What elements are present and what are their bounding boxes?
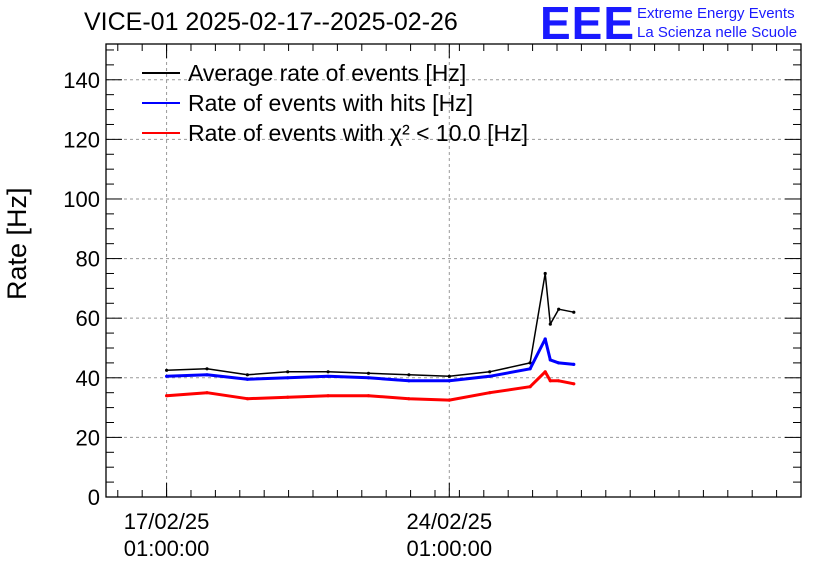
y-tick-label: 120 — [63, 127, 100, 152]
legend-label-average: Average rate of events [Hz] — [188, 59, 467, 86]
series-2-point — [488, 374, 492, 378]
series-3-point — [557, 379, 561, 383]
tick-labels: 02040608010012014017/02/2501:00:0024/02/… — [63, 68, 492, 561]
series-2-point — [548, 358, 552, 362]
series-1-point — [326, 370, 330, 374]
x-tick-label-date: 24/02/25 — [406, 509, 492, 534]
series-2-point — [205, 373, 209, 377]
logo-line-1: Extreme Energy Events — [637, 5, 795, 22]
legend-label-chi2: Rate of events with χ² < 10.0 [Hz] — [188, 119, 528, 146]
series-1-point — [528, 361, 532, 365]
legend-swatch-hits — [142, 102, 180, 104]
series-3-point — [572, 382, 576, 386]
legend-swatch-chi2 — [142, 132, 180, 134]
y-tick-label: 40 — [76, 366, 100, 391]
y-tick-label: 60 — [76, 306, 100, 331]
y-tick-label: 140 — [63, 68, 100, 93]
series-1-point — [572, 310, 576, 314]
y-tick-label: 100 — [63, 187, 100, 212]
series-2-point — [165, 374, 169, 378]
x-tick-label-date: 17/02/25 — [124, 509, 210, 534]
series-3-point — [245, 397, 249, 401]
series-1-point — [557, 307, 561, 311]
series-3-point — [488, 391, 492, 395]
x-tick-label-time: 01:00:00 — [406, 536, 492, 561]
legend-item-hits: Rate of events with hits [Hz] — [142, 88, 528, 118]
series-2-point — [557, 361, 561, 365]
eee-logo: EEE — [540, 0, 636, 49]
legend-swatch-average — [142, 72, 180, 74]
series-line-1 — [166, 272, 574, 378]
legend-label-hits: Rate of events with hits [Hz] — [188, 89, 474, 116]
logo-caption: Extreme Energy Events La Scienza nelle S… — [637, 4, 797, 42]
series-1-point — [543, 271, 547, 276]
x-tick-label-time: 01:00:00 — [124, 536, 210, 561]
series-1-point — [205, 367, 209, 371]
legend-item-chi2: Rate of events with χ² < 10.0 [Hz] — [142, 118, 528, 148]
series-lines — [165, 271, 576, 402]
series-3-point — [165, 394, 169, 398]
series-2-point — [572, 362, 576, 366]
series-2-point — [447, 379, 451, 383]
series-1-point — [286, 370, 290, 374]
legend-item-average: Average rate of events [Hz] — [142, 58, 528, 88]
series-2-point — [407, 379, 411, 383]
series-3-point — [366, 394, 371, 398]
series-1-point — [366, 371, 371, 375]
y-tick-label: 0 — [88, 485, 100, 510]
series-1-point — [488, 370, 492, 374]
series-1-point — [447, 374, 451, 378]
series-3-point — [326, 394, 330, 398]
series-3-point — [407, 397, 411, 401]
series-1-point — [165, 368, 169, 372]
series-1-point — [245, 373, 249, 377]
series-2-point — [543, 337, 547, 341]
plot-frame — [105, 43, 802, 498]
series-line-2 — [166, 337, 574, 383]
series-3-point — [447, 398, 451, 402]
series-3-point — [528, 385, 532, 389]
series-3-point — [205, 391, 209, 395]
logo-line-2: La Scienza nelle Scuole — [637, 24, 798, 41]
series-line-3 — [166, 370, 575, 402]
legend: Average rate of events [Hz] Rate of even… — [142, 58, 528, 148]
y-tick-label: 20 — [76, 425, 100, 450]
series-3-point — [286, 395, 290, 399]
axis-ticks — [106, 44, 802, 498]
series-1-point — [548, 322, 552, 326]
series-3-point — [548, 379, 552, 383]
y-axis-label: Rate [Hz] — [2, 187, 32, 300]
series-1-point — [407, 373, 411, 377]
chart-title: VICE-01 2025-02-17--2025-02-26 — [84, 8, 458, 36]
y-tick-label: 80 — [76, 247, 100, 272]
series-2-point — [366, 376, 371, 380]
series-2-point — [245, 377, 249, 381]
series-3-point — [543, 370, 547, 374]
series-2-point — [528, 367, 532, 371]
series-2-point — [286, 376, 290, 380]
series-2-point — [326, 374, 330, 378]
